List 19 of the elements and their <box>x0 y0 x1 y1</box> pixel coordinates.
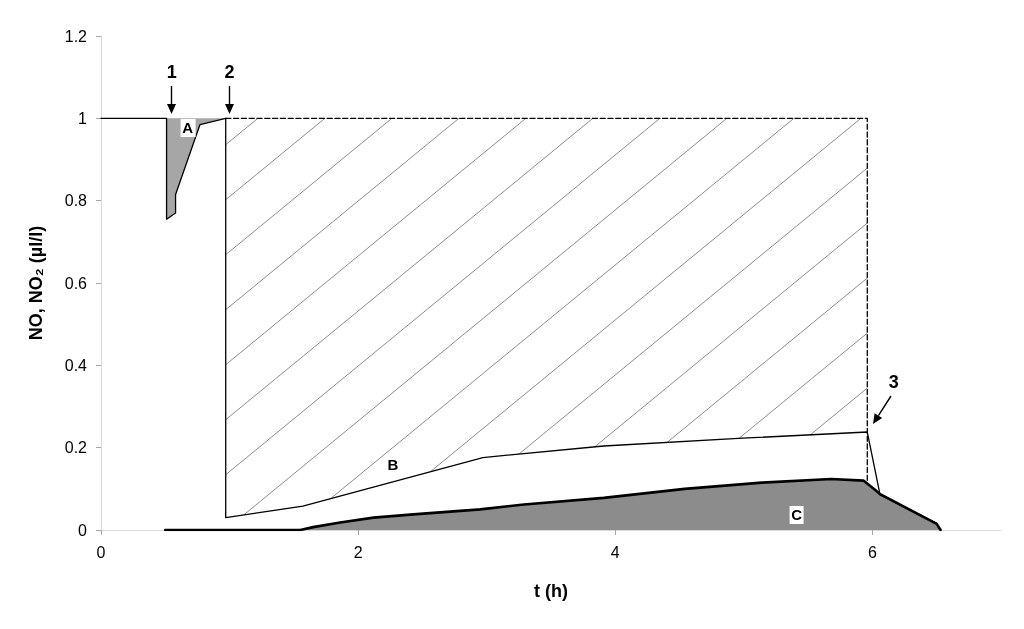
y-tick-label: 0.4 <box>64 356 88 374</box>
annotation: 1 <box>166 62 177 83</box>
annotation: 3 <box>888 372 899 393</box>
y-tick-label: 0.6 <box>64 274 88 292</box>
y-tick-label: 0.2 <box>64 439 88 457</box>
y-tick-label: 0.8 <box>64 192 88 210</box>
series-label: B <box>385 455 401 474</box>
x-axis-title: t (h) <box>534 581 568 601</box>
legend-label: A <box>180 119 196 138</box>
y-tick-label: 0 <box>78 521 88 539</box>
x-tick-label: 2 <box>353 543 363 561</box>
y-axis-title: NO, NO₂ (µl/l) <box>26 225 46 341</box>
y-tick-label: 1 <box>78 109 88 127</box>
x-tick-label: 6 <box>867 543 877 561</box>
x-tick-label: 0 <box>96 543 106 561</box>
series-label: C <box>789 506 804 524</box>
x-tick-label: 4 <box>610 543 620 561</box>
y-tick-label: 1.2 <box>64 27 88 45</box>
annotation: 2 <box>224 62 235 83</box>
